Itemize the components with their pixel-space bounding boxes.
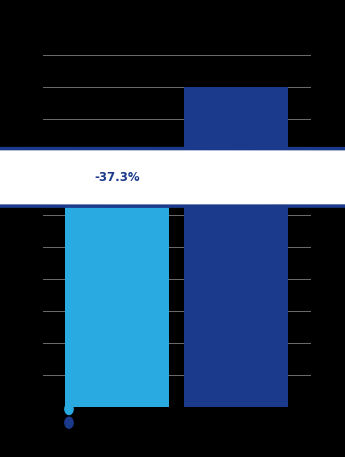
Bar	[184, 87, 288, 407]
Circle shape	[0, 149, 345, 206]
Text: -37.3%: -37.3%	[95, 171, 140, 184]
Bar	[66, 206, 169, 407]
